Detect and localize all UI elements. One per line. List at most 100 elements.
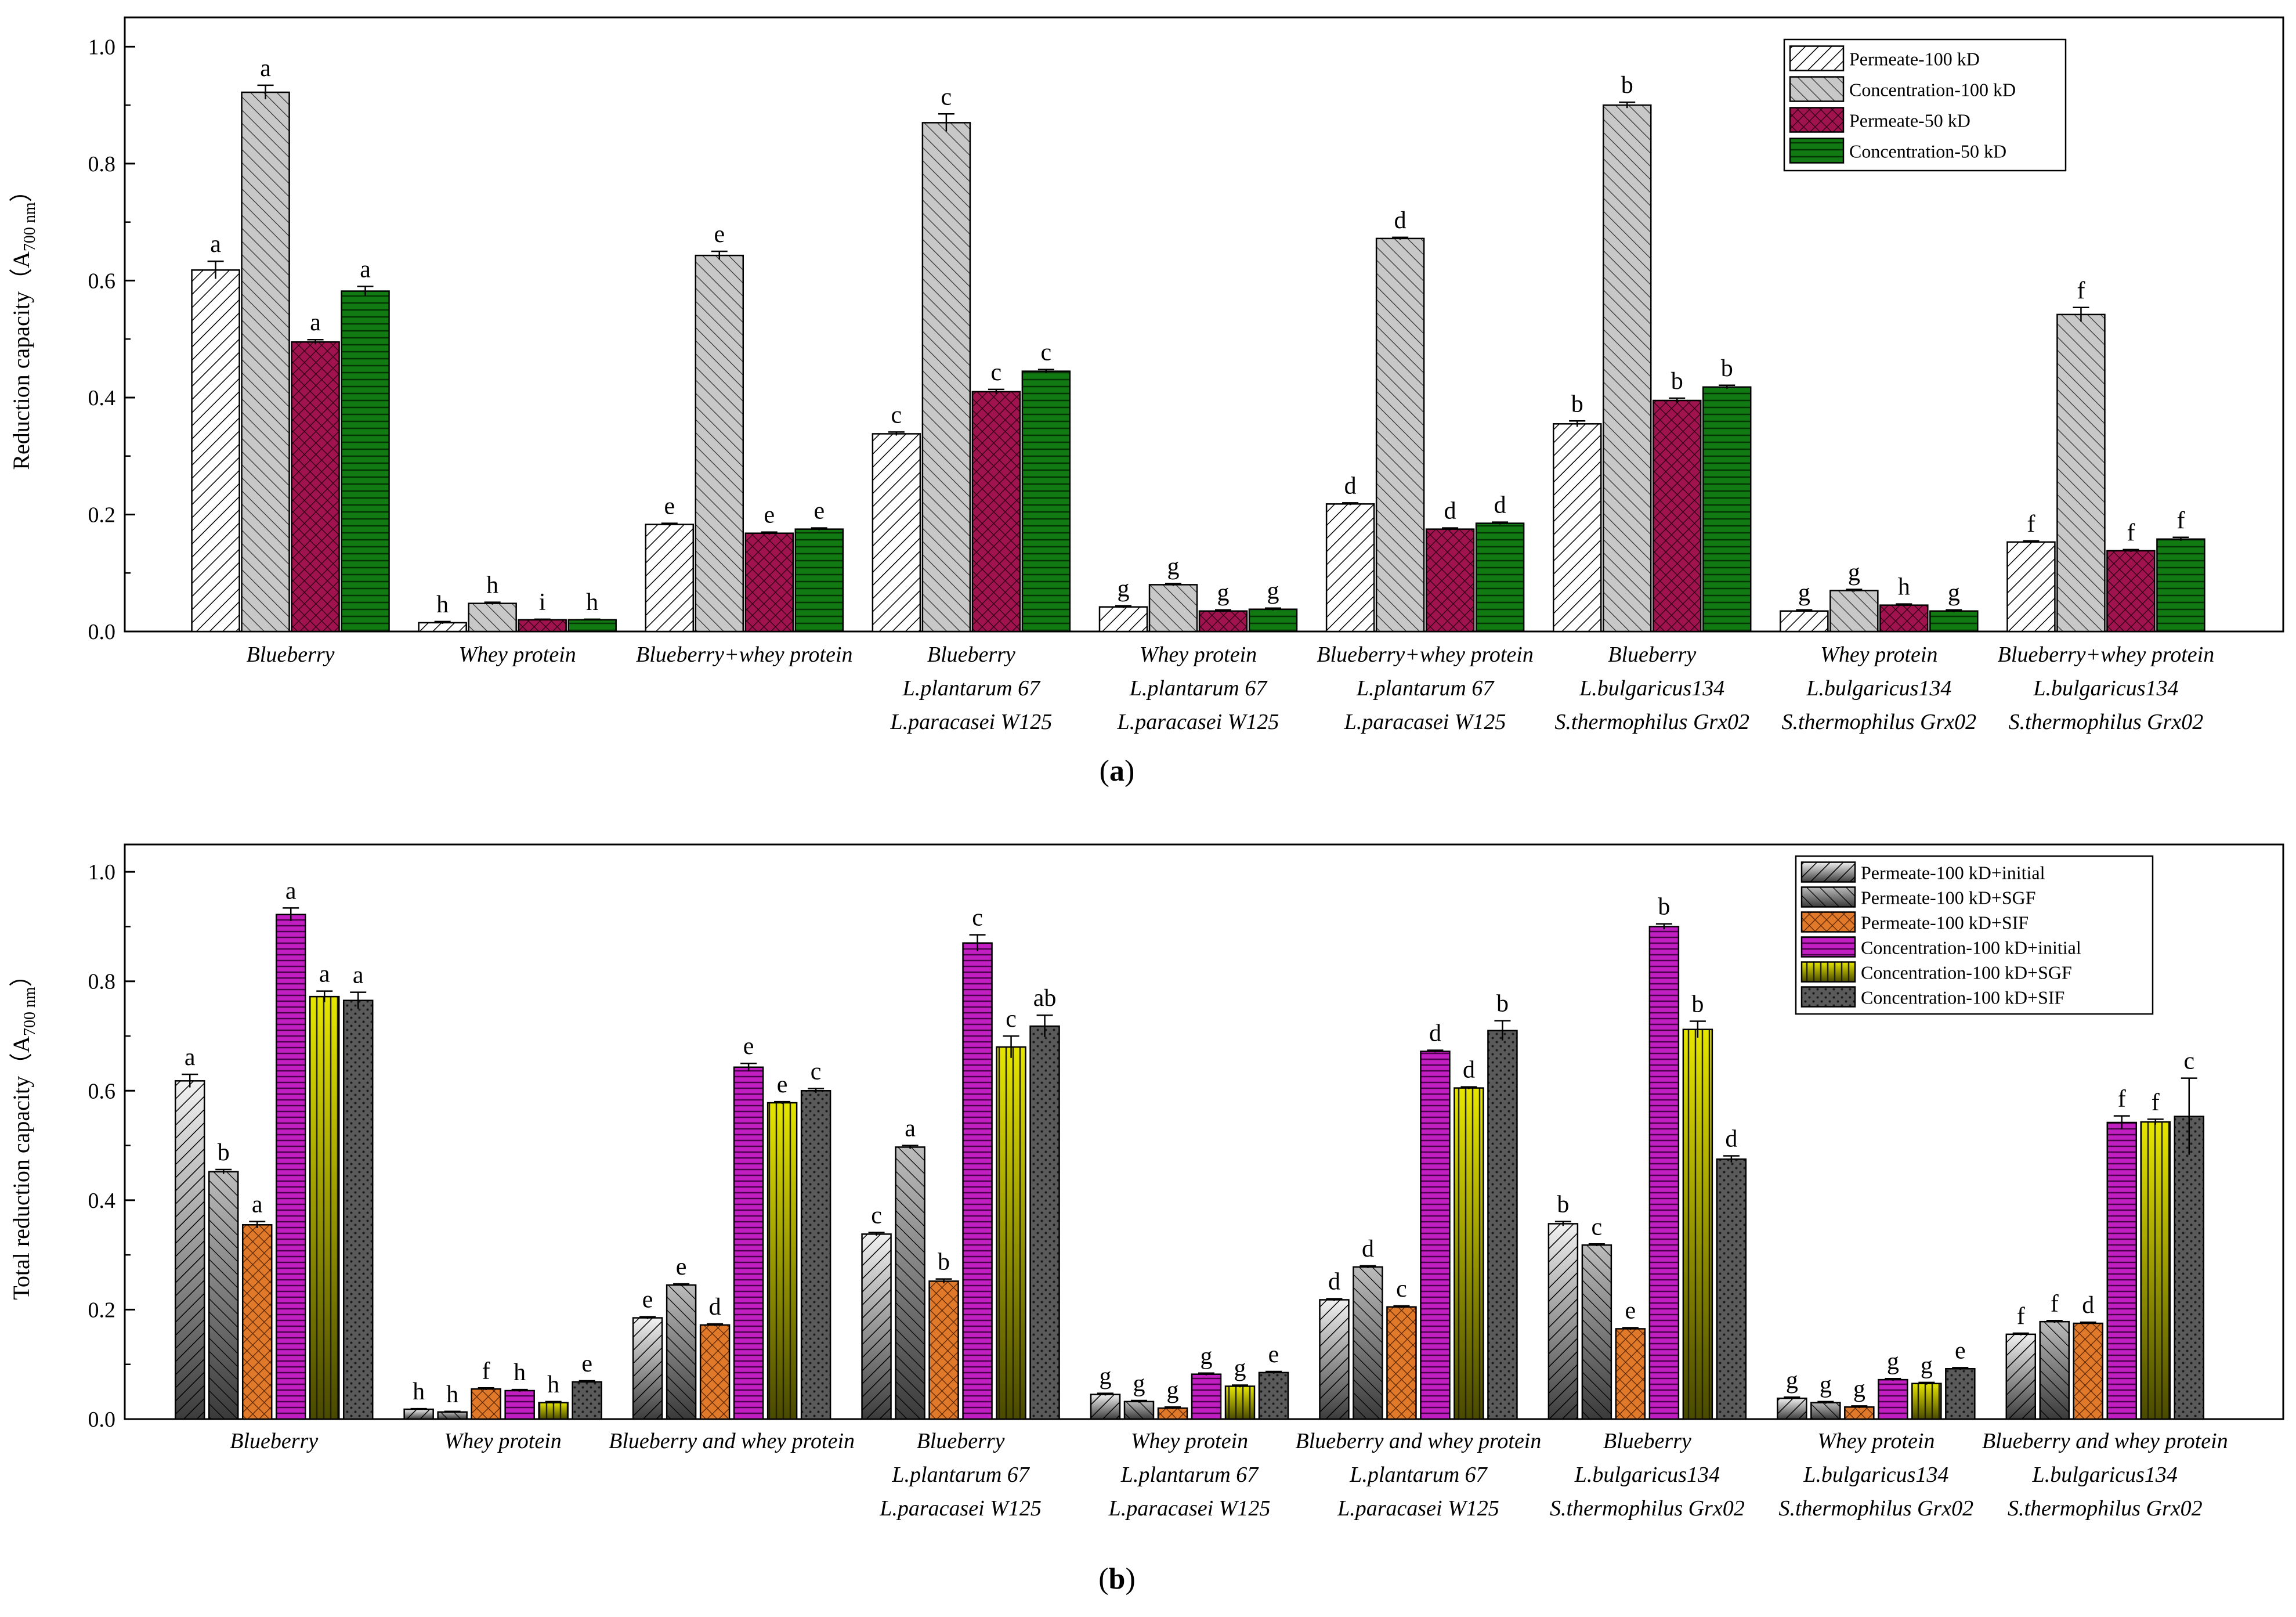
significance-letter: a [185,1044,196,1071]
legend-swatch [1800,861,1856,883]
significance-letter: b [1691,991,1704,1018]
legend-label: Permeate-100 kD+SIF [1861,912,2029,933]
bar [2174,1116,2205,1420]
bar [861,1233,892,1420]
significance-letter: f [2077,277,2085,304]
significance-letter: g [1798,580,1810,607]
legend-label: Permeate-100 kD+initial [1861,862,2045,883]
bar [1487,1030,1518,1420]
significance-letter: g [1786,1367,1798,1394]
significance-letter: a [360,257,371,283]
y-tick-label: 0.0 [88,620,116,644]
significance-letter: h [486,572,498,599]
category-label: L.bulgaricus134 [2033,676,2178,701]
category-label: S.thermophilus Grx02 [2009,710,2204,734]
bar [342,999,374,1420]
bar [1325,503,1375,633]
category-label: Whey protein [1140,643,1257,667]
bar [191,269,240,633]
significance-letter: a [905,1116,916,1142]
panel-label: (a) [1100,755,1135,788]
category-label: Blueberry+whey protein [636,643,853,667]
category-label: L.plantarum 67 [1349,1463,1488,1487]
legend: Permeate-100 kD+initial Permeate-100 kD+S… [1795,855,2154,1015]
bar [695,254,744,633]
category-label: Whey protein [444,1429,562,1453]
significance-letter: b [1658,894,1670,921]
y-tick-label: 0.8 [88,152,116,176]
significance-letter: b [1557,1192,1569,1218]
bar [921,122,971,633]
category-label: Blueberry and whey protein [1982,1429,2228,1453]
significance-letter: e [764,502,775,529]
bar [341,290,390,633]
bar [928,1280,959,1420]
y-tick-label: 0.4 [88,1189,116,1213]
significance-letter: b [1721,355,1733,382]
significance-letter: c [891,402,902,428]
bar [1191,1373,1222,1420]
bar [309,995,340,1420]
y-tick-label: 0.0 [88,1407,116,1432]
bar [1615,1328,1646,1420]
significance-letter: a [310,309,321,336]
significance-letter: c [1592,1214,1603,1240]
bar [1810,1402,1841,1420]
bar [1547,1223,1579,1420]
bar [1224,1385,1256,1420]
bar [1258,1371,1289,1420]
category-label: L.paracasei W125 [1337,1496,1499,1521]
category-label: L.bulgaricus134 [2032,1463,2178,1487]
category-label: S.thermophilus Grx02 [1554,710,1749,734]
significance-letter: e [1955,1337,1966,1364]
category-label: Blueberry [247,643,335,667]
bar [1844,1406,1875,1420]
bar [733,1066,764,1420]
bar [1148,584,1198,633]
significance-letter: e [676,1254,687,1280]
significance-letter: c [871,1202,882,1229]
y-tick-label: 0.8 [88,970,116,994]
category-label: Blueberry [927,643,1015,667]
legend-label: Concentration-100 kD+initial [1861,937,2081,958]
bar [518,619,567,633]
category-label: S.thermophilus Grx02 [1782,710,1977,734]
significance-letter: d [1328,1269,1340,1295]
bar [1198,610,1248,633]
category-label: Whey protein [1131,1429,1248,1453]
bar [1475,522,1525,633]
bar [1375,237,1425,633]
bar [418,622,467,633]
bar [1353,1266,1383,1420]
category-label: Blueberry [1603,1429,1691,1453]
significance-letter: b [1621,72,1633,99]
category-label: S.thermophilus Grx02 [2008,1496,2203,1521]
significance-letter: g [1921,1352,1933,1379]
significance-letter: g [1133,1370,1145,1397]
legend-label: Concentration-50 kD [1849,141,2006,162]
significance-letter: h [514,1359,526,1386]
legend: Permeate-100 kD Concentration-100 kD Perme… [1783,38,2067,172]
bar [1123,1401,1155,1420]
significance-letter: e [714,221,725,248]
significance-letter: b [218,1139,230,1166]
bar [645,524,695,633]
significance-letter: c [1006,1006,1017,1033]
significance-letter: c [1041,340,1052,366]
bar [1029,1025,1060,1420]
category-label: L.plantarum 67 [1120,1463,1259,1487]
bar [1929,610,1979,633]
bar [971,391,1021,633]
chart-panel-b: 0.0 0.2 0.4 0.6 0.8 1.0 Total reduction capaci… [8,843,2284,1596]
significance-letter: c [972,905,983,932]
bar [1420,1051,1451,1420]
bar [632,1317,663,1420]
bar [2156,538,2205,633]
category-label: L.plantarum 67 [1356,676,1495,701]
bar [468,602,517,633]
legend-label: Permeate-100 kD [1849,49,1980,70]
significance-letter: f [2027,511,2035,537]
y-tick-label: 0.2 [88,503,116,527]
category-label: Whey protein [1817,1429,1935,1453]
bar [538,1402,569,1420]
